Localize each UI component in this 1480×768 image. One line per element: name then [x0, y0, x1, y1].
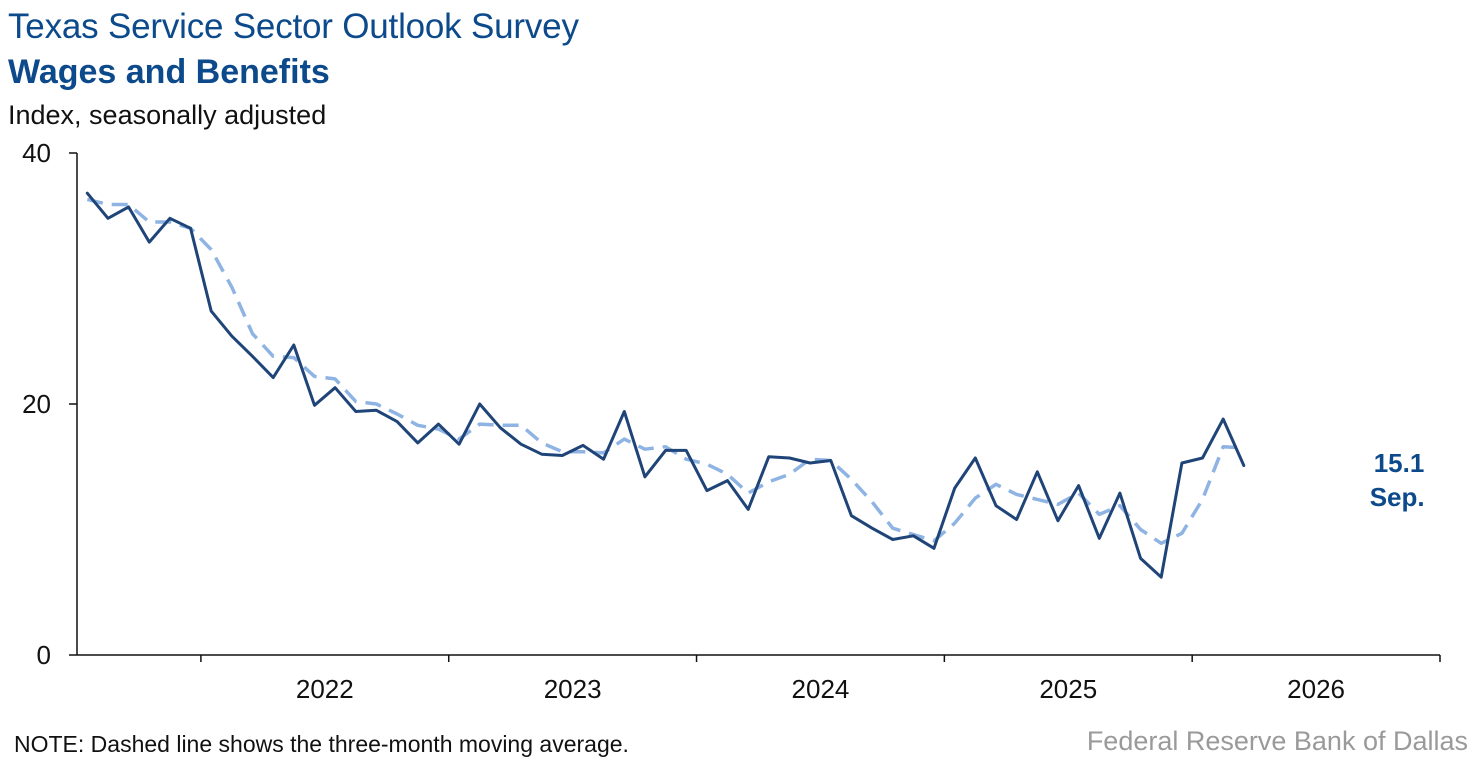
y-axis-label: Index, seasonally adjusted — [8, 100, 327, 130]
source-credit: Federal Reserve Bank of Dallas — [1086, 726, 1468, 756]
x-tick-label: 2023 — [544, 674, 602, 704]
chart-labels: 15.1 Sep. — [1370, 448, 1425, 512]
page-title: Texas Service Sector Outlook Survey — [8, 7, 579, 46]
y-tick-label: 0 — [37, 640, 51, 670]
latest-value-label: 15.1 — [1374, 448, 1425, 478]
footnote: NOTE: Dashed line shows the three-month … — [14, 731, 629, 757]
x-tick-label: 2026 — [1287, 674, 1345, 704]
y-tick-label: 20 — [22, 389, 51, 419]
chart-subtitle: Wages and Benefits — [8, 53, 330, 91]
x-tick-label: 2025 — [1039, 674, 1097, 704]
x-tick-label: 2022 — [296, 674, 354, 704]
chart-axes: 0 20 40 2022 2023 2024 2025 2026 — [22, 138, 1441, 704]
moving-average-line — [86, 197, 1244, 546]
chart-series — [85, 191, 1246, 579]
y-tick-label: 40 — [22, 138, 51, 168]
index-line — [85, 191, 1246, 579]
latest-month-label: Sep. — [1370, 482, 1425, 512]
x-tick-label: 2024 — [792, 674, 850, 704]
